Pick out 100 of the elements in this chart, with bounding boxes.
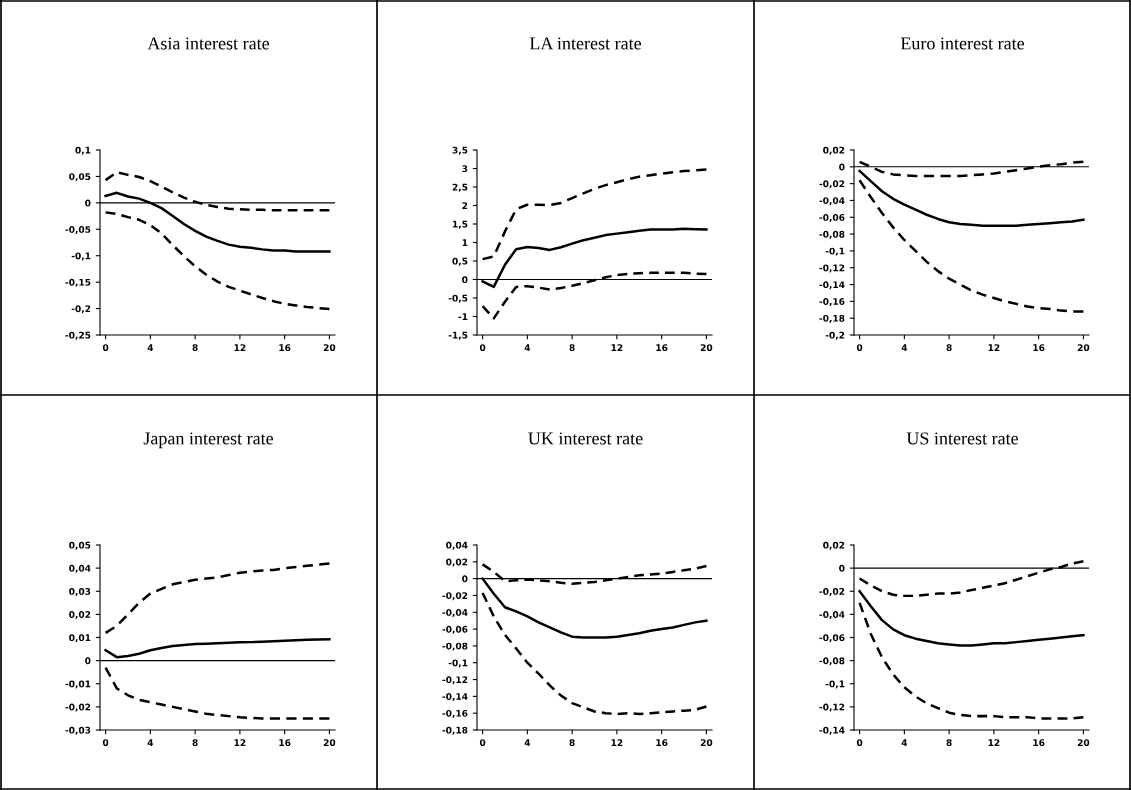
y-tick-label: -0,1 bbox=[825, 247, 845, 256]
y-tick-label: -1,5 bbox=[448, 331, 468, 340]
chart-title: US interest rate bbox=[906, 432, 1019, 445]
y-tick-label: -0,01 bbox=[65, 680, 91, 689]
y-tick-label: 0,02 bbox=[69, 611, 91, 620]
chart-title: Euro interest rate bbox=[900, 37, 1025, 50]
x-tick-label: 16 bbox=[279, 739, 291, 747]
y-tick-label: -0,02 bbox=[442, 592, 468, 601]
x-tick-label: 12 bbox=[234, 344, 246, 351]
x-tick-label: 0 bbox=[102, 739, 109, 747]
x-tick-label: 8 bbox=[946, 344, 952, 352]
y-tick-label: 0,05 bbox=[69, 173, 91, 182]
y-tick-label: -0,1 bbox=[825, 680, 845, 689]
y-tick-label: -0,02 bbox=[819, 587, 845, 596]
y-tick-label: -0,2 bbox=[825, 331, 845, 340]
y-tick-label: -0,14 bbox=[442, 693, 468, 702]
y-tick-label: 3,5 bbox=[452, 146, 468, 155]
x-tick-label: 8 bbox=[192, 344, 198, 352]
y-tick-label: -0,08 bbox=[442, 642, 468, 651]
y-tick-label: -0,15 bbox=[65, 278, 91, 287]
y-tick-label: -1 bbox=[458, 313, 468, 320]
y-tick-label: 0 bbox=[462, 276, 468, 284]
y-tick-label: -0,05 bbox=[65, 226, 91, 234]
y-tick-label: 0,04 bbox=[69, 564, 91, 573]
y-tick-label: 0,05 bbox=[69, 541, 91, 550]
x-tick-label: 0 bbox=[856, 344, 863, 352]
x-tick-label: 12 bbox=[611, 344, 623, 351]
y-tick-label: 0 bbox=[85, 199, 91, 207]
y-tick-label: -0,18 bbox=[819, 314, 845, 323]
x-tick-label: 4 bbox=[147, 739, 154, 746]
y-tick-label: 0,02 bbox=[823, 146, 845, 155]
x-tick-label: 20 bbox=[700, 739, 713, 747]
y-tick-label: -0,04 bbox=[819, 611, 845, 620]
chart-title: UK interest rate bbox=[528, 432, 643, 445]
y-tick-label: 0 bbox=[85, 657, 91, 665]
x-tick-label: 20 bbox=[700, 344, 713, 352]
x-tick-label: 8 bbox=[946, 739, 952, 747]
y-tick-label: 2 bbox=[462, 202, 468, 209]
y-tick-label: -0,14 bbox=[819, 726, 845, 735]
y-tick-label: -0,08 bbox=[819, 657, 845, 666]
x-tick-label: 16 bbox=[1033, 344, 1045, 352]
x-tick-label: 20 bbox=[323, 344, 336, 352]
x-tick-label: 4 bbox=[524, 739, 531, 746]
y-tick-label: -0,08 bbox=[819, 230, 845, 239]
chart-title: LA interest rate bbox=[529, 37, 642, 50]
y-tick-label: 1,5 bbox=[453, 220, 468, 229]
y-tick-label: 0,1 bbox=[75, 146, 91, 155]
x-tick-label: 0 bbox=[479, 739, 486, 747]
x-tick-label: 12 bbox=[234, 739, 246, 746]
chart-title: Japan interest rate bbox=[143, 432, 274, 449]
y-tick-label: 3 bbox=[462, 165, 468, 173]
x-tick-label: 16 bbox=[279, 344, 291, 352]
y-tick-label: -0,06 bbox=[819, 634, 845, 643]
y-tick-label: -0,25 bbox=[65, 331, 91, 340]
y-tick-label: -0,5 bbox=[448, 294, 468, 303]
y-tick-label: -0,1 bbox=[71, 252, 91, 261]
y-tick-label: -0,18 bbox=[442, 726, 468, 735]
x-tick-label: 16 bbox=[656, 739, 668, 747]
x-tick-label: 12 bbox=[988, 344, 1000, 351]
y-tick-label: 0,01 bbox=[69, 634, 91, 643]
y-tick-label: -0,14 bbox=[819, 281, 845, 290]
y-tick-label: -0,02 bbox=[819, 180, 845, 189]
y-tick-label: 0 bbox=[839, 163, 845, 171]
x-tick-label: 20 bbox=[1077, 739, 1090, 747]
y-tick-label: 2,5 bbox=[452, 183, 468, 192]
y-tick-label: -0,04 bbox=[819, 197, 845, 206]
y-tick-label: 0,03 bbox=[69, 587, 91, 596]
y-tick-label: -0,12 bbox=[819, 264, 845, 273]
y-tick-label: 0,04 bbox=[446, 541, 468, 550]
x-tick-label: 8 bbox=[192, 739, 198, 747]
y-tick-label: 0 bbox=[839, 564, 845, 572]
x-tick-label: 4 bbox=[901, 344, 908, 351]
x-tick-label: 8 bbox=[569, 739, 575, 747]
y-tick-label: -0,2 bbox=[71, 305, 91, 314]
x-tick-label: 0 bbox=[479, 344, 486, 352]
x-tick-label: 8 bbox=[569, 344, 575, 352]
y-tick-label: -0,03 bbox=[65, 726, 91, 735]
y-tick-label: 1 bbox=[462, 239, 468, 246]
x-tick-label: 0 bbox=[102, 344, 109, 352]
y-tick-label: 0,5 bbox=[452, 257, 468, 266]
y-tick-label: -0,12 bbox=[819, 703, 845, 712]
x-tick-label: 16 bbox=[1033, 739, 1045, 747]
y-tick-label: -0,12 bbox=[442, 676, 468, 685]
x-tick-label: 16 bbox=[656, 344, 668, 352]
x-tick-label: 12 bbox=[988, 739, 1000, 746]
y-tick-label: -0,16 bbox=[442, 709, 468, 718]
chart-title: Asia interest rate bbox=[147, 37, 270, 50]
y-tick-label: 0 bbox=[462, 575, 468, 583]
x-tick-label: 4 bbox=[147, 344, 154, 351]
y-tick-label: -0,06 bbox=[819, 214, 845, 222]
x-tick-label: 20 bbox=[323, 739, 336, 747]
y-tick-label: -0,06 bbox=[442, 625, 468, 634]
y-tick-label: 0,02 bbox=[446, 558, 468, 567]
y-tick-label: -0,16 bbox=[819, 298, 845, 307]
y-tick-label: 0,02 bbox=[823, 541, 845, 550]
x-tick-label: 4 bbox=[901, 739, 908, 746]
y-tick-label: -0,02 bbox=[65, 703, 91, 712]
x-tick-label: 0 bbox=[856, 739, 863, 747]
y-tick-label: -0,1 bbox=[448, 659, 468, 668]
x-tick-label: 20 bbox=[1077, 344, 1090, 352]
